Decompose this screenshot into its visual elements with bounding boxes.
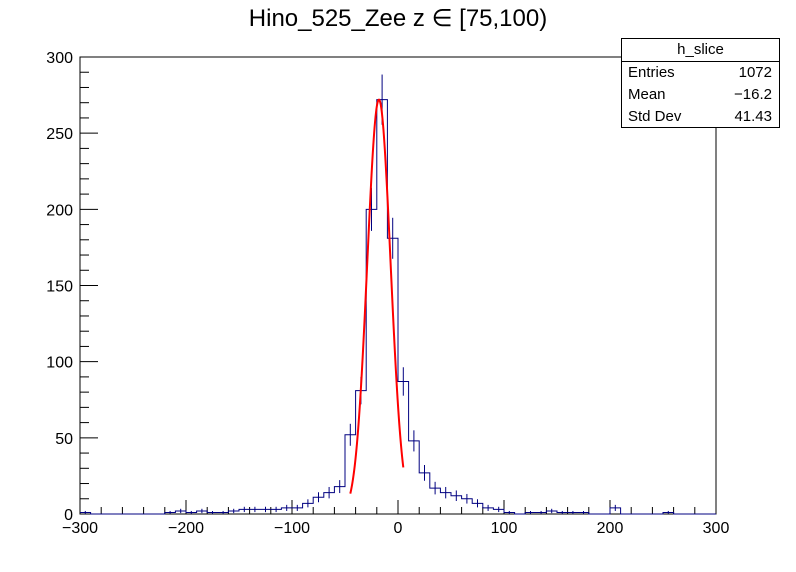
stats-label: Std Dev <box>628 108 682 125</box>
y-tick-label: 0 <box>64 507 73 524</box>
x-tick-label: 200 <box>597 520 624 537</box>
stats-value: 41.43 <box>734 108 772 125</box>
y-tick-label: 250 <box>46 126 73 143</box>
x-tick-label: 100 <box>491 520 518 537</box>
tick-labels: −300 −200 −100 0 100 200 300 0 50 100 150 200 250 300 <box>46 50 729 537</box>
axis-ticks <box>79 56 717 515</box>
histogram-outline <box>80 99 716 515</box>
y-tick-label: 100 <box>46 355 73 372</box>
y-tick-label: 200 <box>46 202 73 219</box>
stats-box-title: h_slice <box>622 39 779 62</box>
stats-box: h_slice Entries 1072 Mean −16.2 Std Dev … <box>621 38 780 128</box>
y-tick-label: 150 <box>46 279 73 296</box>
y-tick-label: 300 <box>46 50 73 67</box>
fit-line <box>349 98 405 494</box>
y-tick-label: 50 <box>55 431 73 448</box>
chart-title: Hino_525_Zee z ∈ [75,100) <box>248 5 548 32</box>
stats-row-mean: Mean −16.2 <box>622 84 779 106</box>
stats-row-entries: Entries 1072 <box>622 62 779 84</box>
stats-value: 1072 <box>738 64 772 81</box>
x-tick-label: −100 <box>274 520 310 537</box>
stats-label: Mean <box>628 86 666 103</box>
gaussian-fit-curve <box>349 98 405 494</box>
stats-value: −16.2 <box>734 86 772 103</box>
histogram-series <box>80 74 716 515</box>
stats-label: Entries <box>628 64 675 81</box>
x-tick-label: −200 <box>168 520 204 537</box>
x-tick-label: −300 <box>62 520 98 537</box>
stats-row-stddev: Std Dev 41.43 <box>622 106 779 128</box>
x-tick-label: 300 <box>703 520 730 537</box>
x-tick-label: 0 <box>394 520 403 537</box>
